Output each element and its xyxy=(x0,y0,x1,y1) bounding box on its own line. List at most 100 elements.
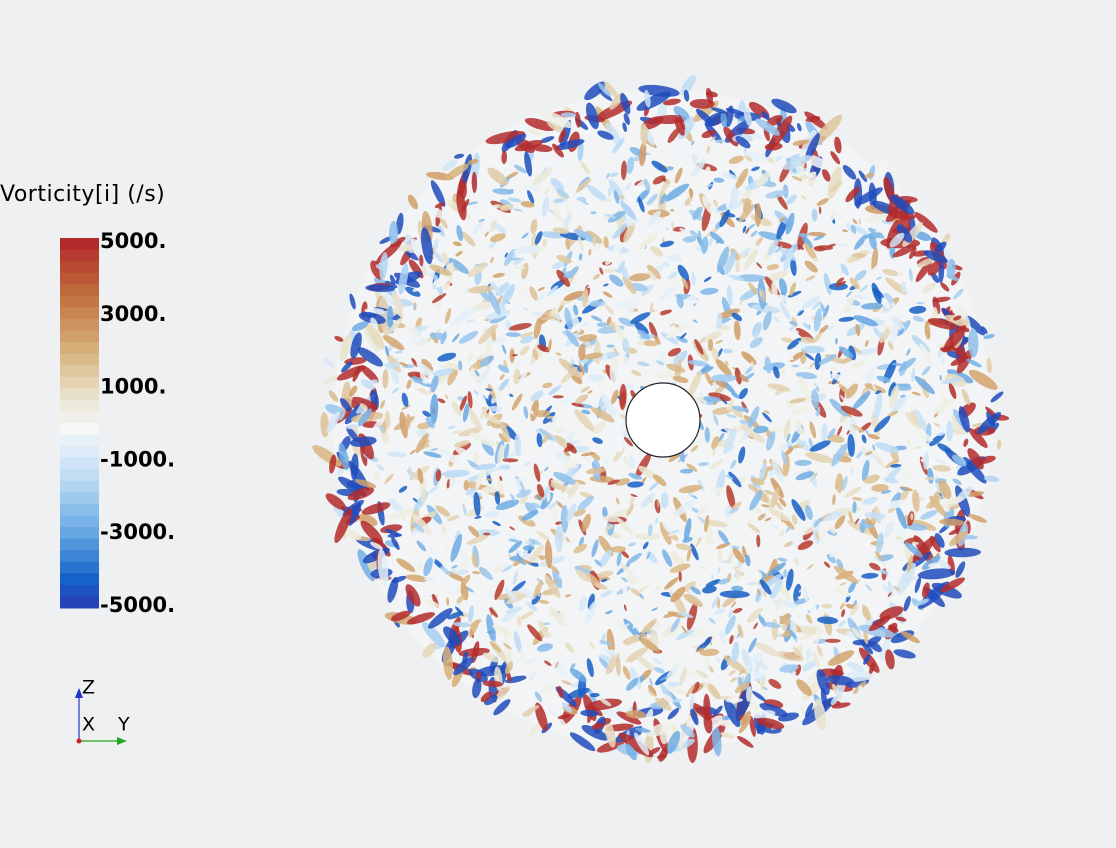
vortex-blob xyxy=(823,304,830,318)
vortex-blob xyxy=(749,653,763,661)
vortex-blob xyxy=(879,606,904,620)
vortex-blob xyxy=(838,384,851,396)
vortex-blob xyxy=(585,102,599,130)
vortex-blob xyxy=(865,340,869,348)
vortex-blob xyxy=(547,121,565,133)
vortex-blob xyxy=(707,683,721,700)
vortex-blob xyxy=(783,246,794,272)
vortex-blob xyxy=(558,358,583,379)
vortex-blob xyxy=(754,202,762,227)
vortex-blob xyxy=(412,562,422,577)
vortex-blob xyxy=(485,388,493,392)
vortex-blob xyxy=(854,234,868,250)
vortex-blob xyxy=(382,368,389,389)
vortex-blob xyxy=(684,588,690,594)
vortex-blob xyxy=(566,503,577,522)
vortex-blob xyxy=(883,433,898,441)
vortex-blob xyxy=(683,593,703,607)
vortex-blob xyxy=(652,175,666,185)
vortex-blob xyxy=(420,204,450,220)
vortex-blob xyxy=(882,499,909,509)
vortex-blob xyxy=(528,672,537,682)
vortex-blob xyxy=(646,264,662,280)
color-bar-label: 5000. xyxy=(100,229,166,253)
vortex-blob xyxy=(473,390,479,396)
vortex-blob xyxy=(870,264,883,275)
vortex-blob xyxy=(647,523,653,537)
vortex-blob xyxy=(486,630,496,634)
vortex-blob xyxy=(742,430,751,440)
vortex-blob xyxy=(445,578,458,594)
vortex-blob xyxy=(711,574,714,580)
vortex-blob xyxy=(785,398,793,410)
vortex-blob xyxy=(873,555,882,562)
color-band xyxy=(60,573,99,586)
vortex-blob xyxy=(535,294,547,302)
vortex-blob xyxy=(830,151,841,165)
vortex-blob xyxy=(603,198,614,203)
vortex-blob xyxy=(816,645,823,657)
vortex-blob xyxy=(463,479,469,491)
vortex-blob xyxy=(401,404,411,410)
vortex-blob xyxy=(967,448,984,470)
vortex-blob xyxy=(883,478,899,484)
vortex-blob xyxy=(694,396,706,403)
vortex-blob xyxy=(953,315,962,321)
vortex-blob xyxy=(731,312,743,322)
vortex-blob xyxy=(667,686,688,695)
vortex-blob xyxy=(889,385,899,408)
vortex-blob xyxy=(669,563,691,573)
vortex-blob xyxy=(591,722,605,730)
vortex-blob xyxy=(473,452,479,464)
vortex-blob xyxy=(804,111,828,130)
vortex-blob xyxy=(519,286,527,295)
vortex-blob xyxy=(444,163,469,180)
vortex-blob xyxy=(760,613,770,617)
vortex-blob xyxy=(451,307,477,325)
vortex-blob xyxy=(394,350,403,354)
vortex-blob xyxy=(840,195,846,202)
vortex-blob xyxy=(622,582,628,595)
vortex-blob xyxy=(364,379,378,386)
vortex-blob xyxy=(835,280,847,287)
vortex-blob xyxy=(471,571,481,575)
vortex-blob xyxy=(769,115,793,149)
vortex-blob xyxy=(720,731,735,739)
vortex-blob xyxy=(834,515,846,530)
vortex-blob xyxy=(513,257,524,266)
vortex-blob xyxy=(764,511,768,521)
vortex-blob xyxy=(650,245,664,257)
vortex-blob xyxy=(628,254,638,274)
vortex-blob xyxy=(564,430,576,447)
vortex-blob xyxy=(743,249,758,270)
vortex-blob xyxy=(691,681,700,694)
vortex-blob xyxy=(659,193,667,205)
vortex-blob xyxy=(804,171,814,179)
vortex-blob xyxy=(709,136,716,142)
vortex-blob xyxy=(996,439,1002,450)
vortex-blob xyxy=(875,532,884,554)
vortex-blob xyxy=(618,501,632,510)
vortex-blob xyxy=(591,539,599,558)
vortex-blob xyxy=(811,185,817,193)
vortex-blob xyxy=(968,514,987,523)
vortex-blob xyxy=(530,311,545,317)
vortex-blob xyxy=(703,713,713,734)
vortex-blob xyxy=(793,420,803,435)
vortex-blob xyxy=(730,459,737,469)
vortex-blob xyxy=(432,533,439,538)
vortex-blob xyxy=(635,452,652,478)
vortex-blob xyxy=(474,355,485,360)
vortex-blob xyxy=(625,710,646,719)
vortex-blob xyxy=(753,332,758,341)
vortex-blob xyxy=(707,338,714,352)
vortex-blob xyxy=(433,238,439,253)
vortex-blob xyxy=(396,558,416,572)
vortex-blob xyxy=(543,188,550,195)
vortex-blob xyxy=(348,502,362,526)
vortex-blob xyxy=(693,303,697,306)
axis-label-z: Z xyxy=(82,677,95,699)
vortex-blob xyxy=(602,515,621,523)
color-band xyxy=(60,561,99,574)
vortex-blob xyxy=(377,548,389,587)
